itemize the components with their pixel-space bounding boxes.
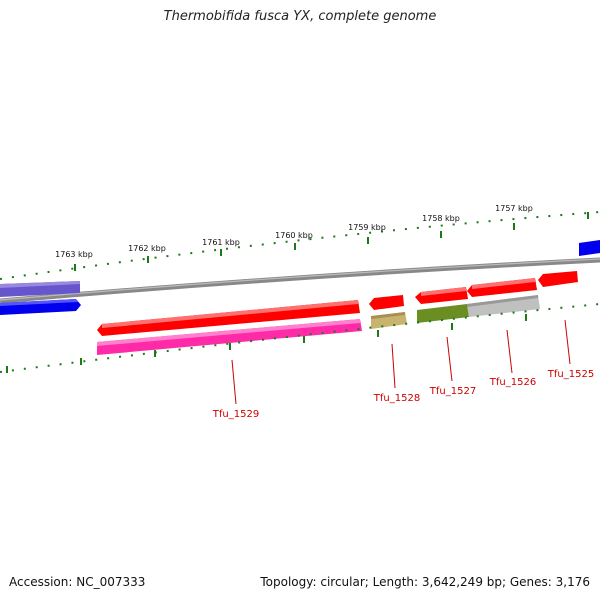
inner-major-ticks xyxy=(6,314,527,373)
gene-label-tfu-1529[interactable]: Tfu_1529 xyxy=(212,409,259,420)
gene-label-tfu-1525[interactable]: Tfu_1525 xyxy=(547,369,594,380)
inner-tick-track xyxy=(0,303,600,373)
accession-text: Accession: NC_007333 xyxy=(9,575,146,589)
gene-label-tfu-1527[interactable]: Tfu_1527 xyxy=(429,386,476,397)
backbone-line xyxy=(0,257,600,304)
cds-row xyxy=(97,271,578,336)
gene-label-tfu-1528[interactable]: Tfu_1528 xyxy=(373,393,420,404)
cds-tfu-1525[interactable] xyxy=(538,271,578,287)
tick-label: 1762 kbp xyxy=(128,244,166,253)
tick-label: 1759 kbp xyxy=(348,223,386,232)
tick-label: 1757 kbp xyxy=(495,204,533,213)
gene-labels: Tfu_1529 Tfu_1528 Tfu_1527 Tfu_1526 Tfu_… xyxy=(212,369,594,420)
cds-tfu-1528[interactable] xyxy=(369,295,404,310)
outer-tick-track xyxy=(0,211,600,280)
gene-bar-tfu-1527[interactable] xyxy=(417,304,469,323)
leader-lines xyxy=(231,319,571,405)
gene-row xyxy=(97,295,540,355)
tick-label: 1761 kbp xyxy=(202,238,240,247)
genome-summary: Topology: circular; Length: 3,642,249 bp… xyxy=(260,575,590,589)
gene-label-tfu-1526[interactable]: Tfu_1526 xyxy=(489,377,536,388)
tick-label: 1760 kbp xyxy=(275,231,313,240)
tick-label: 1758 kbp xyxy=(422,214,460,223)
tick-label: 1763 kbp xyxy=(55,250,93,259)
tick-labels: 1763 kbp 1762 kbp 1761 kbp 1760 kbp 1759… xyxy=(55,204,533,259)
map-title: Thermobifida fusca YX, complete genome xyxy=(163,9,437,24)
gene-bar-tfu-1526[interactable] xyxy=(467,295,540,317)
blue-cds-right[interactable] xyxy=(579,240,600,256)
major-ticks xyxy=(74,212,589,271)
